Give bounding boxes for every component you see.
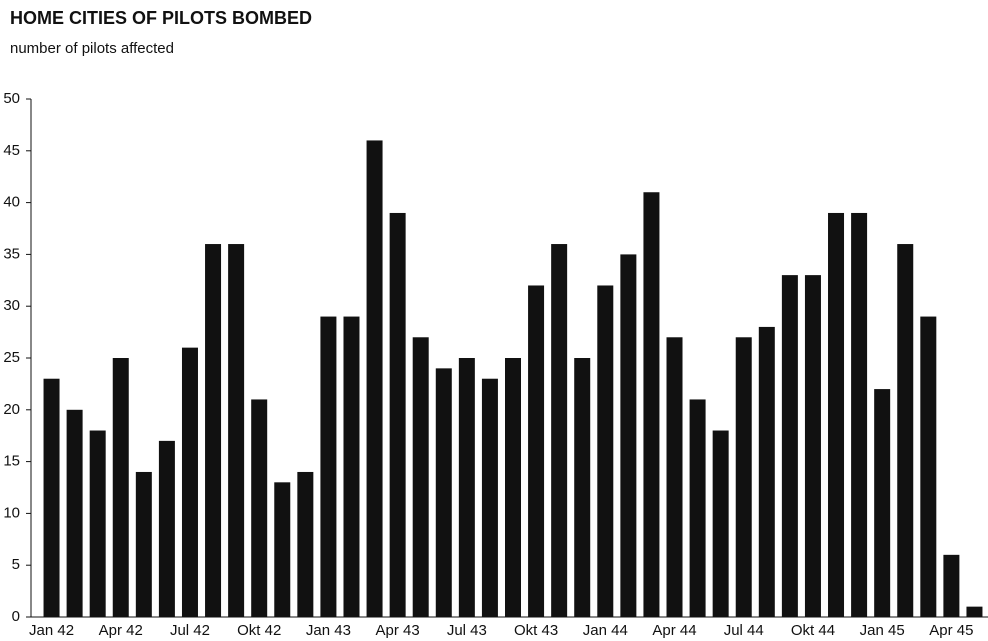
bar [205,244,222,618]
bar [412,337,429,617]
bar [481,378,498,617]
y-tick-label: 5 [12,556,20,573]
bar [158,440,175,617]
bar [251,399,268,617]
y-tick-label: 15 [3,453,20,470]
bar [135,471,152,617]
x-tick-label: Okt 43 [514,622,558,639]
bar [597,285,614,617]
bar [274,482,291,617]
y-tick-label: 40 [3,194,20,211]
x-tick-label: Apr 45 [929,622,973,639]
bar [228,244,245,618]
bar [112,358,129,617]
x-tick-label: Okt 44 [791,622,835,639]
bar [320,316,337,617]
bar [435,368,452,617]
bar [828,212,845,617]
bar [43,378,60,617]
bar [920,316,937,617]
bar [666,337,683,617]
x-tick-label: Jan 42 [29,622,74,639]
bar [804,275,821,617]
bar [551,244,568,618]
y-tick-label: 30 [3,297,20,314]
y-tick-label: 10 [3,504,20,521]
bar [966,606,983,617]
bar [89,430,106,617]
x-tick-label: Jan 43 [306,622,351,639]
bar [505,358,521,617]
bar [689,399,706,617]
bar [528,285,545,617]
bar [851,212,868,617]
x-tick-label: Jul 44 [724,622,764,639]
x-tick-label: Jan 45 [860,622,905,639]
bar [574,358,591,617]
x-tick-label: Apr 43 [376,622,420,639]
bar [712,430,729,617]
bar [343,316,360,617]
chart-title: HOME CITIES OF PILOTS BOMBED [10,8,312,28]
bar [781,275,798,617]
x-tick-label: Okt 42 [237,622,281,639]
bar [943,554,960,617]
y-tick-label: 35 [3,245,20,262]
bar [758,326,775,617]
y-tick-label: 50 [3,90,20,107]
chart-subtitle: number of pilots affected [10,40,174,57]
bar [458,358,475,617]
y-tick-label: 0 [12,608,20,625]
x-tick-label: Jul 42 [170,622,210,639]
x-tick-label: Apr 44 [652,622,696,639]
y-tick-label: 25 [3,349,20,366]
bar [735,337,752,617]
y-tick-label: 20 [3,401,20,418]
bar [181,347,198,617]
bar [66,409,83,617]
bar [389,212,406,617]
bar [620,254,637,617]
x-tick-label: Jul 43 [447,622,487,639]
bar [366,140,383,617]
y-tick-label: 45 [3,142,20,159]
x-tick-label: Jan 44 [583,622,628,639]
x-tick-label: Apr 42 [99,622,143,639]
bar [874,389,891,617]
bar [297,471,314,617]
bar [643,192,660,618]
bar [897,244,914,618]
